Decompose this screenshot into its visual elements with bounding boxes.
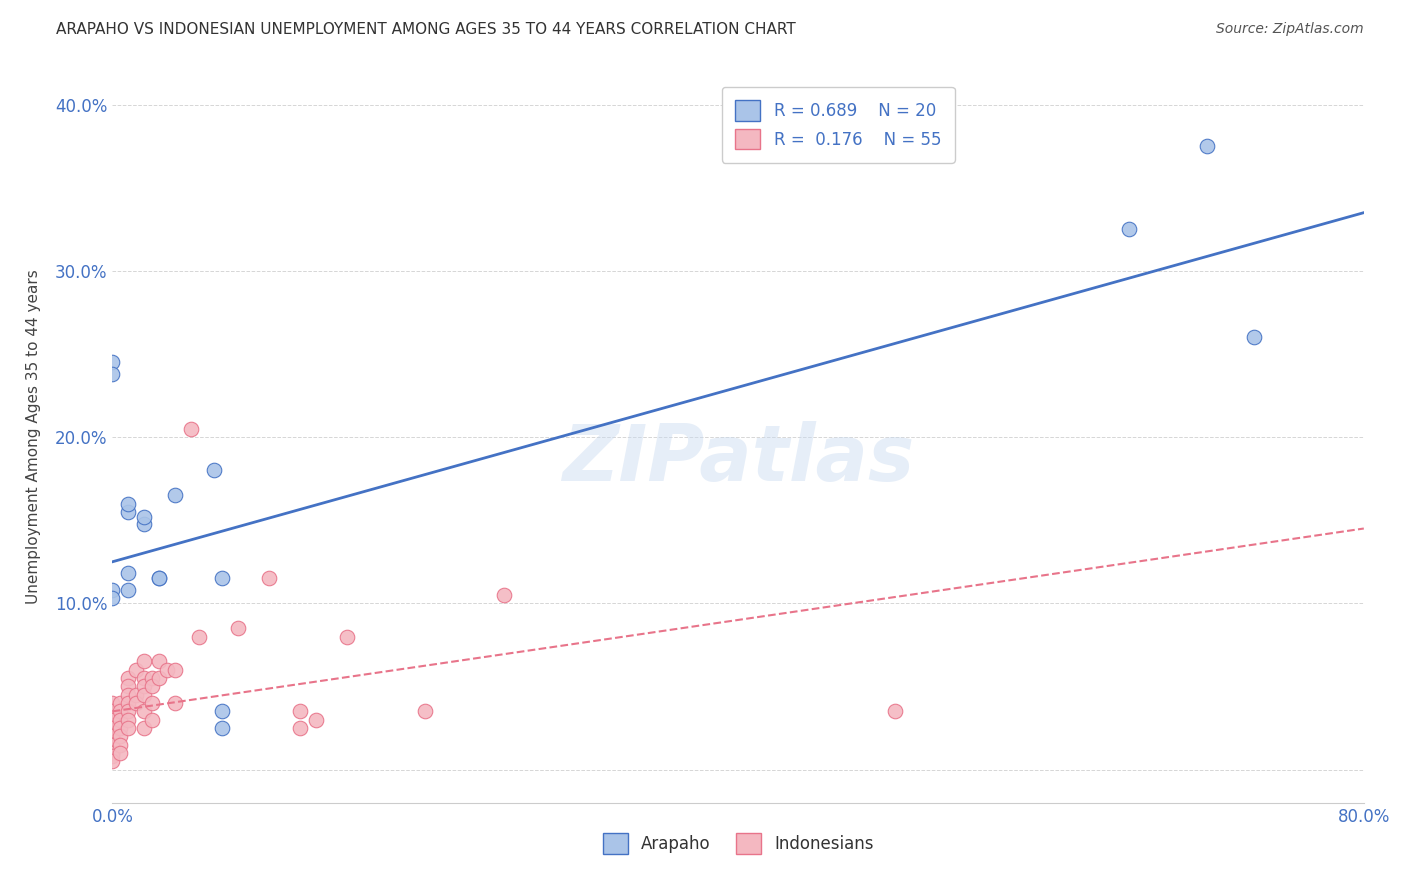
Point [290,705,312,719]
Point [117,582,139,597]
Point [117,696,139,710]
Y-axis label: Unemployment Among Ages 35 to 44 years: Unemployment Among Ages 35 to 44 years [27,269,41,605]
Point [226,621,249,635]
Point [141,713,163,727]
Point [110,746,132,760]
Point [211,721,233,735]
Point [117,680,139,694]
Point [101,367,124,381]
Point [187,630,209,644]
Point [180,422,202,436]
Point [156,663,179,677]
Point [290,721,312,735]
Point [163,488,186,502]
Point [132,721,155,735]
Point [141,671,163,685]
Point [132,516,155,531]
Point [101,729,124,743]
Point [132,688,155,702]
Point [110,738,132,752]
Point [101,721,124,735]
Point [101,746,124,760]
Point [117,497,139,511]
Point [141,696,163,710]
Point [101,705,124,719]
Point [148,655,170,669]
Point [101,729,124,743]
Point [492,588,515,602]
Point [1243,330,1265,344]
Point [125,696,148,710]
Point [101,696,124,710]
Text: ZIPatlas: ZIPatlas [562,421,914,497]
Point [163,663,186,677]
Point [117,505,139,519]
Point [883,705,905,719]
Point [110,705,132,719]
Point [148,571,170,585]
Point [305,713,328,727]
Point [117,671,139,685]
Point [117,566,139,581]
Point [101,355,124,369]
Point [110,729,132,743]
Point [110,721,132,735]
Point [1197,139,1219,153]
Point [415,705,437,719]
Point [101,746,124,760]
Point [132,509,155,524]
Point [101,713,124,727]
Point [257,571,280,585]
Point [125,663,148,677]
Point [211,571,233,585]
Point [110,713,132,727]
Point [117,713,139,727]
Point [117,721,139,735]
Point [163,696,186,710]
Point [110,696,132,710]
Point [202,463,225,477]
Point [101,738,124,752]
Point [211,705,233,719]
Point [125,688,148,702]
Point [148,671,170,685]
Point [101,754,124,768]
Point [132,671,155,685]
Point [117,705,139,719]
Text: ARAPAHO VS INDONESIAN UNEMPLOYMENT AMONG AGES 35 TO 44 YEARS CORRELATION CHART: ARAPAHO VS INDONESIAN UNEMPLOYMENT AMONG… [56,22,796,37]
Point [101,738,124,752]
Text: Source: ZipAtlas.com: Source: ZipAtlas.com [1216,22,1364,37]
Point [117,688,139,702]
Point [101,582,124,597]
Point [141,680,163,694]
Point [1118,222,1140,236]
Point [148,571,170,585]
Point [132,680,155,694]
Point [101,591,124,606]
Point [132,655,155,669]
Point [132,705,155,719]
Point [336,630,359,644]
Point [101,749,124,764]
Legend: Arapaho, Indonesians: Arapaho, Indonesians [596,827,880,860]
